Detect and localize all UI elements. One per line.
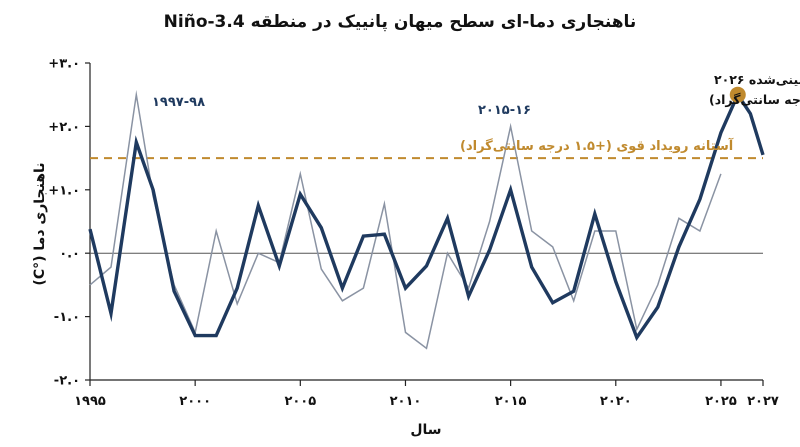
peak-marker — [729, 86, 746, 103]
chart-title: ناهنجاری دما-ای سطح میهان پانییک در منطق… — [164, 12, 637, 32]
x-tick-label: ۱۹۹۵ — [74, 394, 106, 409]
y-axis-label: ناهنجاری دما (°C) — [32, 162, 48, 285]
peak-label-line1: اوج پیش‌بینی‌شده ۲۰۲۶ — [714, 72, 800, 87]
y-tick-label: -۲.۰ — [54, 374, 80, 389]
x-tick-label: ۲۰۲۵ — [705, 394, 737, 409]
y-tick-label: +۳.۰ — [48, 57, 80, 72]
annotation-1997-98: ۱۹۹۷-۹۸ — [152, 95, 205, 110]
x-tick-label: ۲۰۲۷ — [747, 394, 779, 409]
x-tick-label: ۲۰۲۰ — [600, 394, 632, 409]
x-tick-label: ۲۰۱۰ — [390, 394, 422, 409]
x-tick-label: ۲۰۱۵ — [495, 394, 527, 409]
peak-label-line2: (+۲.۵ درجه سانتی‌گراد) — [709, 92, 800, 107]
series-layer — [88, 86, 765, 350]
x-tick-label: ۲۰۰۰ — [179, 394, 211, 409]
y-tick-label: +۲.۰ — [48, 120, 80, 135]
series-main-line — [88, 91, 765, 342]
chart-axes: -۲.۰ -۱.۰ ۰.۰ +۱.۰ +۲.۰ +۳.۰ ۱۹۹۵ ۲۰۰۰ ۲۰۰۵ ۲۰۱۰ ۲… — [48, 57, 779, 410]
y-tick-label: ۰.۰ — [59, 247, 80, 262]
y-tick-label: +۱.۰ — [48, 183, 80, 198]
x-tick-label: ۲۰۰۵ — [284, 394, 316, 409]
annotation-2015-16: ۲۰۱۵-۱۶ — [478, 103, 531, 118]
x-axis-label: سال — [410, 422, 441, 438]
y-tick-label: -۱.۰ — [54, 310, 80, 325]
threshold-label: آستانه رویداد قوی (+۱.۵ درجه سانتی‌گراد) — [460, 137, 734, 154]
